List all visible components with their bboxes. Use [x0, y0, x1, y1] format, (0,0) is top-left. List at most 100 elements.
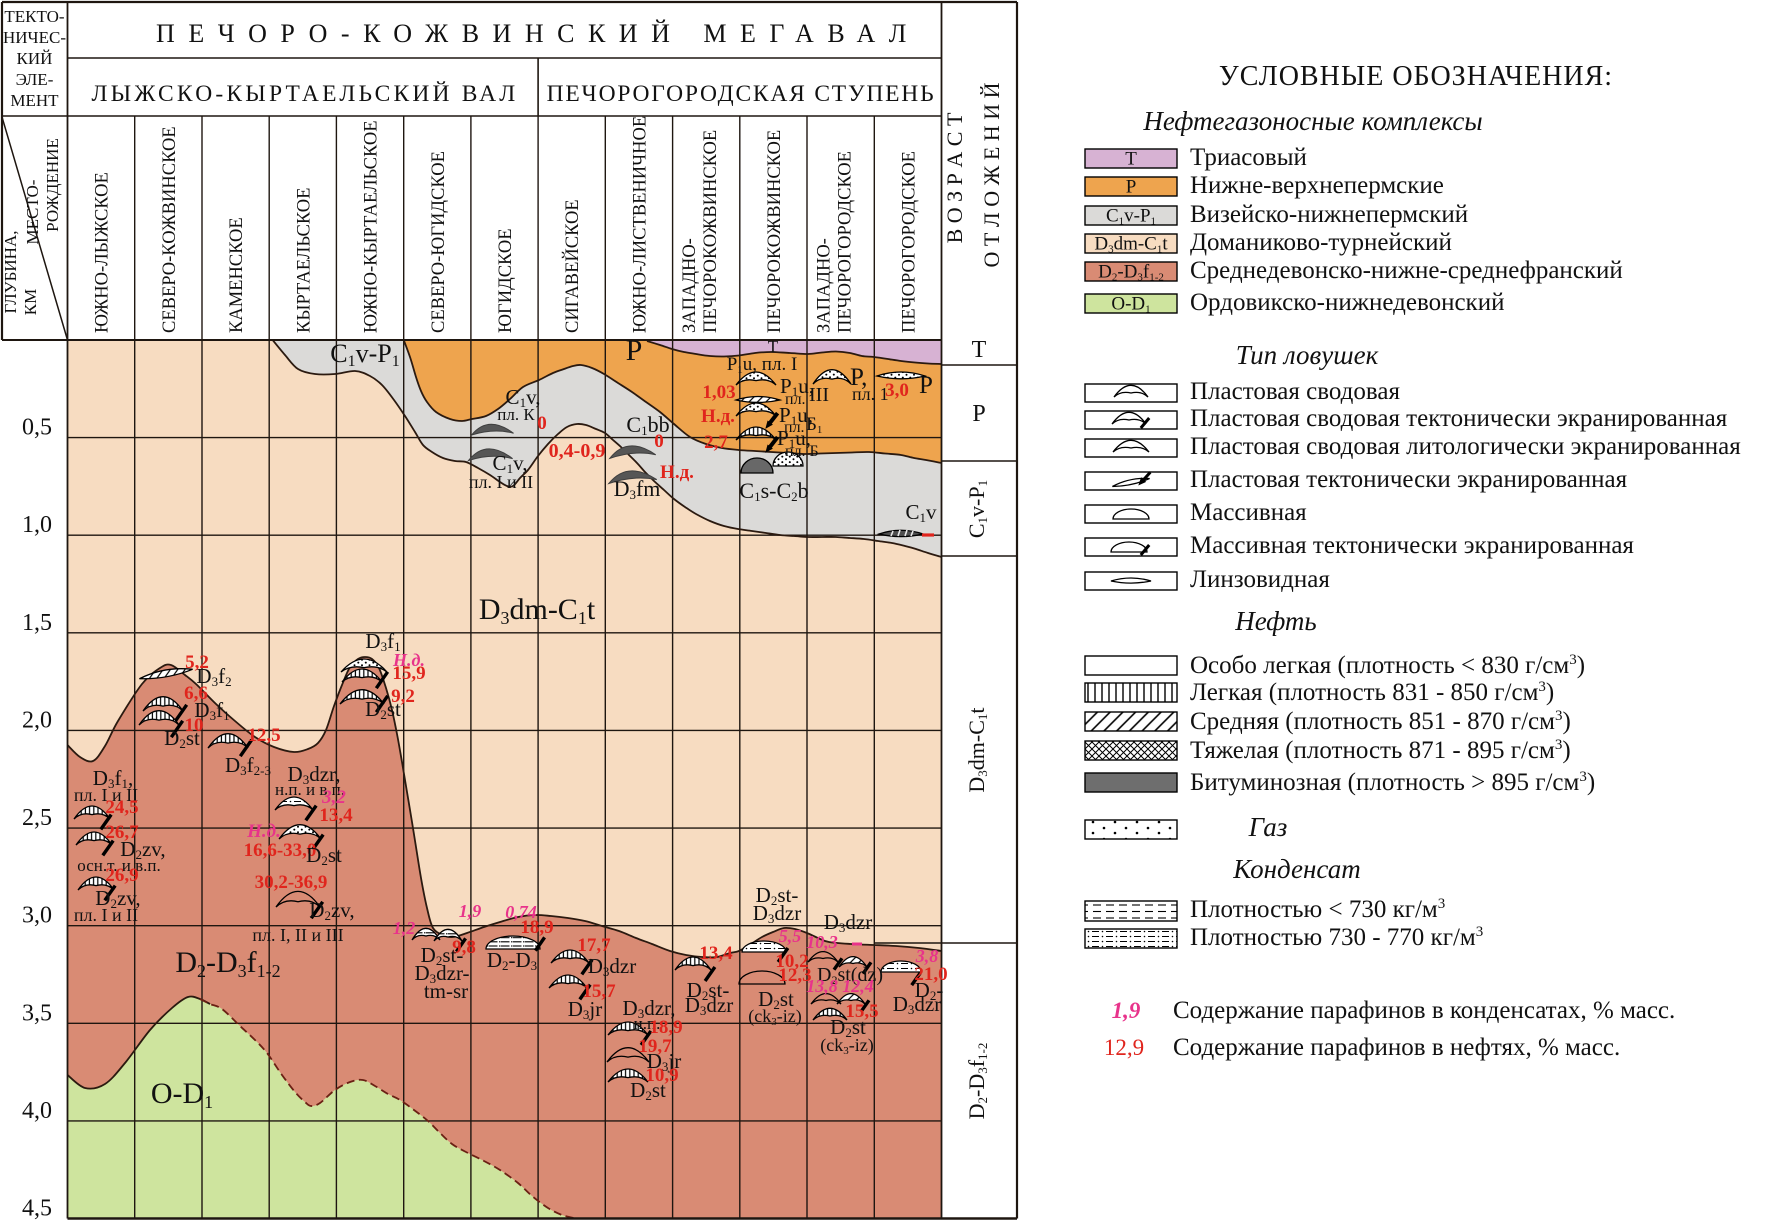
svg-text:P: P	[626, 334, 643, 367]
svg-text:21,0: 21,0	[914, 964, 947, 985]
svg-text:D3​dzr: D3​dzr	[824, 910, 873, 935]
svg-text:Битуминозная (плотность > 895: Битуминозная (плотность > 895 г/см3​)	[1190, 769, 1595, 796]
svg-text:D3​jr: D3​jr	[647, 1049, 682, 1074]
svg-text:Содержание парафинов в конденс: Содержание парафинов в конденсатах, % ма…	[1173, 997, 1675, 1024]
svg-text:В О З Р А С Т: В О З Р А С Т	[942, 112, 967, 243]
svg-text:пл. I и II: пл. I и II	[74, 905, 138, 925]
svg-text:10,9: 10,9	[645, 1065, 678, 1086]
svg-text:Доманиково-турнейский: Доманиково-турнейский	[1190, 229, 1452, 256]
svg-text:6,6: 6,6	[184, 683, 208, 704]
svg-text:Среднедевонско-нижне-среднефра: Среднедевонско-нижне-среднефранский	[1190, 257, 1623, 284]
svg-text:D3​dzr,: D3​dzr,	[288, 762, 341, 787]
svg-text:D2​st: D2​st	[164, 726, 200, 751]
svg-text:ЭЛЕ-: ЭЛЕ-	[16, 70, 54, 89]
svg-text:ЮЖНО-КЫРТАЕЛЬСКОЕ: ЮЖНО-КЫРТАЕЛЬСКОЕ	[362, 120, 382, 333]
svg-text:Н.д.: Н.д.	[392, 650, 425, 670]
svg-text:P,: P,	[850, 364, 867, 391]
svg-text:15,9: 15,9	[392, 663, 425, 684]
svg-text:P1​u,: P1​u,	[780, 374, 814, 399]
svg-text:КИЙ: КИЙ	[17, 49, 53, 68]
svg-text:Триасовый: Триасовый	[1190, 144, 1307, 171]
svg-text:1,5: 1,5	[22, 610, 52, 636]
svg-text:(ck3​-iz): (ck3​-iz)	[748, 1006, 801, 1028]
svg-text:ЗАПАДНО-: ЗАПАДНО-	[680, 238, 700, 333]
svg-text:D3​f1​,: D3​f1​,	[93, 766, 133, 791]
svg-text:9,8: 9,8	[452, 937, 476, 958]
svg-text:3,8: 3,8	[915, 946, 939, 966]
svg-text:1,9: 1,9	[1112, 998, 1141, 1023]
svg-text:Т: Т	[1125, 149, 1137, 170]
svg-text:Ордовикско-нижнедевонский: Ордовикско-нижнедевонский	[1190, 289, 1504, 316]
svg-text:10: 10	[185, 715, 204, 736]
svg-text:пл. Б: пл. Б	[785, 443, 819, 460]
svg-text:2,5: 2,5	[22, 805, 52, 831]
svg-text:пл. I, II и III: пл. I, II и III	[252, 925, 343, 945]
svg-text:26,7: 26,7	[105, 822, 139, 843]
svg-text:Линзовидная: Линзовидная	[1190, 566, 1330, 593]
svg-text:МЕСТО-: МЕСТО-	[23, 179, 42, 244]
svg-text:Тип ловушек: Тип ловушек	[1236, 340, 1379, 370]
svg-text:МЕНТ: МЕНТ	[10, 91, 59, 110]
svg-text:0: 0	[654, 431, 664, 452]
svg-text:Р: Р	[972, 401, 985, 427]
svg-text:13,8: 13,8	[806, 976, 838, 996]
svg-text:Т: Т	[972, 337, 987, 363]
svg-text:D2​zv,: D2​zv,	[309, 898, 354, 923]
svg-text:Нефть: Нефть	[1234, 606, 1316, 636]
svg-text:17,7: 17,7	[577, 935, 611, 956]
svg-text:1,9: 1,9	[459, 901, 482, 921]
svg-text:O-D1​: O-D1​	[1111, 294, 1150, 316]
svg-text:пл.: пл.	[784, 419, 805, 436]
svg-text:15,7: 15,7	[582, 981, 616, 1002]
svg-text:Массивная: Массивная	[1190, 499, 1307, 526]
svg-text:Тяжелая (плотность 871 - 895 г: Тяжелая (плотность 871 - 895 г/см3​)	[1190, 737, 1571, 764]
svg-text:P: P	[919, 372, 933, 399]
svg-text:пл.: пл.	[785, 391, 806, 408]
svg-text:P1​u,: P1​u,	[777, 426, 811, 451]
svg-text:D3​dzr: D3​dzr	[753, 901, 802, 926]
svg-text:C1​v-P1​: C1​v-P1​	[1106, 206, 1156, 228]
svg-text:D3​dzr: D3​dzr	[893, 992, 942, 1017]
svg-text:D3​f2-3​: D3​f2-3​	[225, 753, 271, 778]
svg-text:ПЕЧОРОГОРОДСКОЕ: ПЕЧОРОГОРОДСКОЕ	[836, 151, 856, 333]
svg-text:3,2: 3,2	[321, 787, 346, 808]
svg-text:D3​dzr,: D3​dzr,	[623, 996, 676, 1021]
svg-text:D3​f2​: D3​f2​	[196, 664, 231, 689]
svg-text:Пластовая сводовая тектоничес: Пластовая сводовая тектонически экраниро…	[1190, 405, 1728, 432]
svg-text:2,7: 2,7	[704, 432, 728, 453]
svg-text:Особо легкая (плотность < 830: Особо легкая (плотность < 830 г/см3​)	[1190, 652, 1585, 679]
svg-text:ЮЖНО-ЛЫЖСКОЕ: ЮЖНО-ЛЫЖСКОЕ	[93, 172, 113, 333]
svg-text:D2​st: D2​st	[365, 697, 401, 722]
svg-text:O-D1​: O-D1​	[151, 1077, 213, 1112]
svg-text:P1​u,: P1​u,	[779, 403, 813, 428]
svg-text:0,74: 0,74	[505, 902, 537, 922]
svg-text:4,5: 4,5	[22, 1196, 52, 1222]
svg-text:C1​v: C1​v	[905, 500, 937, 525]
svg-text:1,0: 1,0	[22, 512, 52, 538]
svg-text:Н.д.: Н.д.	[246, 821, 281, 842]
svg-text:Б1​: Б1​	[806, 414, 822, 436]
svg-text:ПЕЧОРОГОРОДСКАЯ СТУПЕНЬ: ПЕЧОРОГОРОДСКАЯ СТУПЕНЬ	[547, 81, 936, 107]
svg-text:12,3: 12,3	[778, 965, 811, 986]
svg-text:D2​zv,: D2​zv,	[120, 837, 165, 862]
svg-text:D2​zv,: D2​zv,	[95, 886, 140, 911]
svg-text:D2​st: D2​st	[630, 1078, 666, 1103]
svg-text:НИЧЕС-: НИЧЕС-	[3, 28, 66, 47]
svg-text:0,4-0,9: 0,4-0,9	[549, 440, 606, 462]
svg-text:0: 0	[537, 413, 547, 434]
svg-text:13,4: 13,4	[699, 943, 733, 964]
svg-text:D2​st-: D2​st-	[421, 943, 464, 968]
svg-text:D2​-D3​f1-2​: D2​-D3​f1-2​	[1098, 262, 1164, 284]
svg-text:Плотностью < 730 кг/м3​: Плотностью < 730 кг/м3​	[1190, 896, 1445, 923]
svg-text:ЮЖНО-ЛИСТВЕНИЧНОЕ: ЮЖНО-ЛИСТВЕНИЧНОЕ	[631, 116, 651, 333]
svg-text:12,9: 12,9	[1104, 1035, 1144, 1060]
svg-text:D3​jr: D3​jr	[568, 997, 603, 1022]
svg-text:Массивная тектонически экранир: Массивная тектонически экранированная	[1190, 532, 1634, 559]
svg-text:1,03: 1,03	[702, 382, 735, 403]
svg-text:III: III	[809, 384, 829, 406]
svg-text:СИГАВЕЙСКОЕ: СИГАВЕЙСКОЕ	[562, 199, 583, 333]
svg-text:D3​dzr: D3​dzr	[685, 993, 734, 1018]
svg-text:Средняя (плотность 851 - 870 г: Средняя (плотность 851 - 870 г/см3​)	[1190, 708, 1571, 735]
svg-text:tm-sr: tm-sr	[424, 979, 468, 1003]
svg-text:D3​fm: D3​fm	[614, 476, 661, 502]
